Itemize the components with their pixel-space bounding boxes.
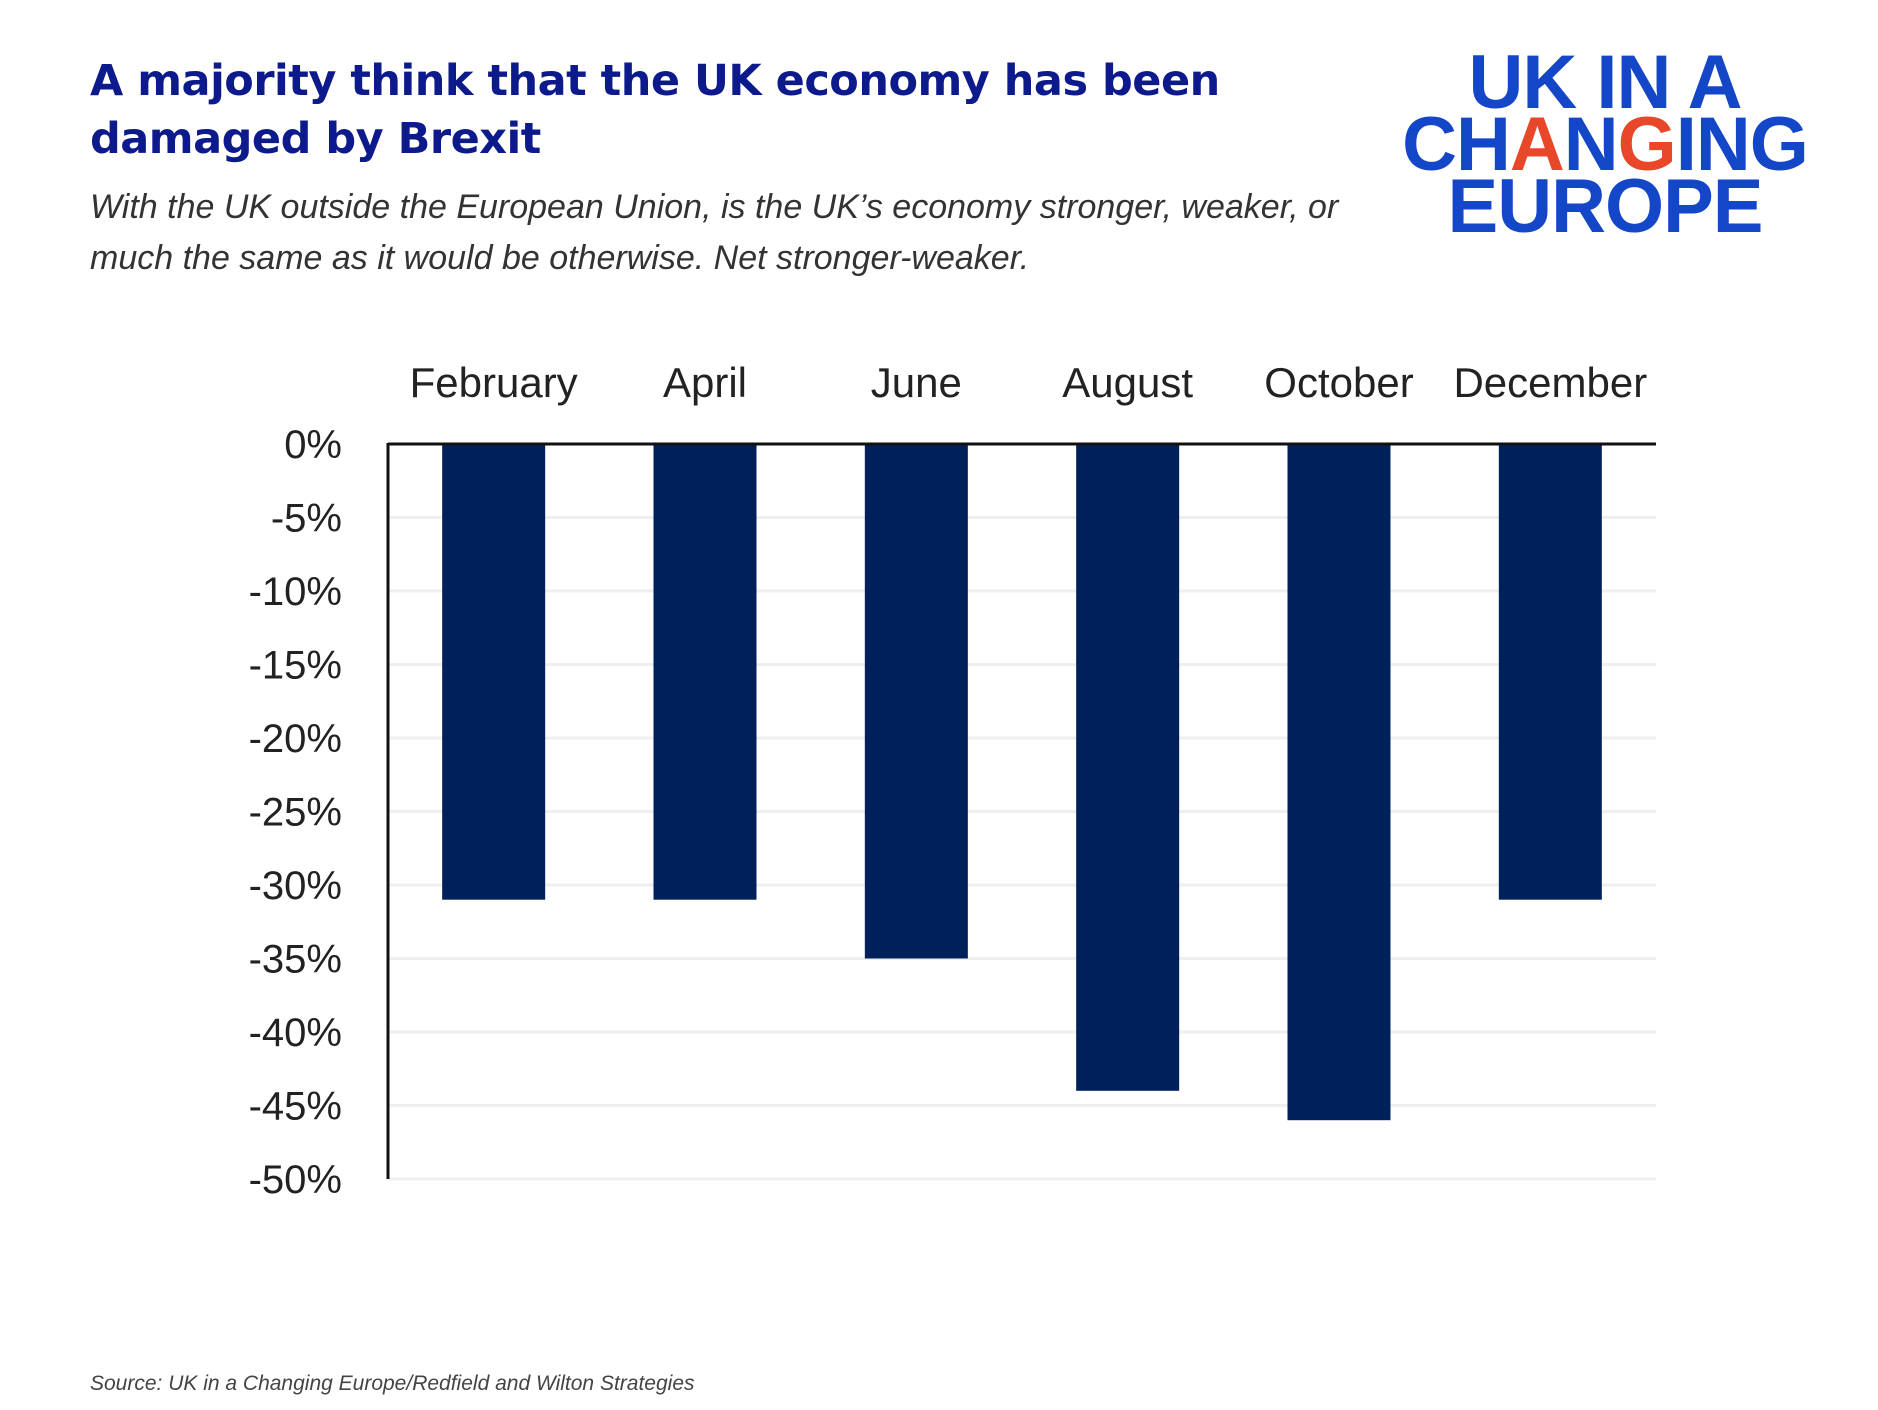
bar-june	[864, 444, 968, 959]
source-note: Source: UK in a Changing Europe/Redfield…	[90, 1372, 695, 1395]
bar-december	[1498, 444, 1602, 900]
y-tick-label: -50%	[249, 1158, 342, 1202]
y-tick-label: -45%	[249, 1085, 342, 1129]
y-tick-label: -10%	[249, 570, 342, 614]
chart-subtitle: With the UK outside the European Union, …	[90, 188, 1339, 277]
uk-in-a-changing-europe-logo: UK IN A CHANGING EUROPE	[1402, 40, 1809, 249]
category-label: June	[871, 359, 962, 406]
chart-title: A majority think that the UK economy has…	[90, 56, 1220, 164]
category-label: December	[1453, 359, 1647, 406]
bar-february	[442, 444, 546, 900]
y-tick-label: -35%	[249, 938, 342, 982]
y-tick-label: -25%	[249, 791, 342, 835]
y-tick-label: -5%	[271, 497, 342, 541]
y-tick-label: -20%	[249, 717, 342, 761]
bar-august	[1076, 444, 1180, 1091]
y-tick-label: -30%	[249, 864, 342, 908]
bar-april	[653, 444, 757, 900]
y-tick-label: -40%	[249, 1011, 342, 1055]
y-tick-label: -15%	[249, 644, 342, 688]
category-label: October	[1264, 359, 1413, 406]
category-label: August	[1062, 359, 1193, 406]
y-tick-label: 0%	[284, 423, 342, 467]
category-label: February	[410, 359, 578, 406]
category-label: April	[663, 359, 747, 406]
bar-october	[1287, 444, 1391, 1121]
